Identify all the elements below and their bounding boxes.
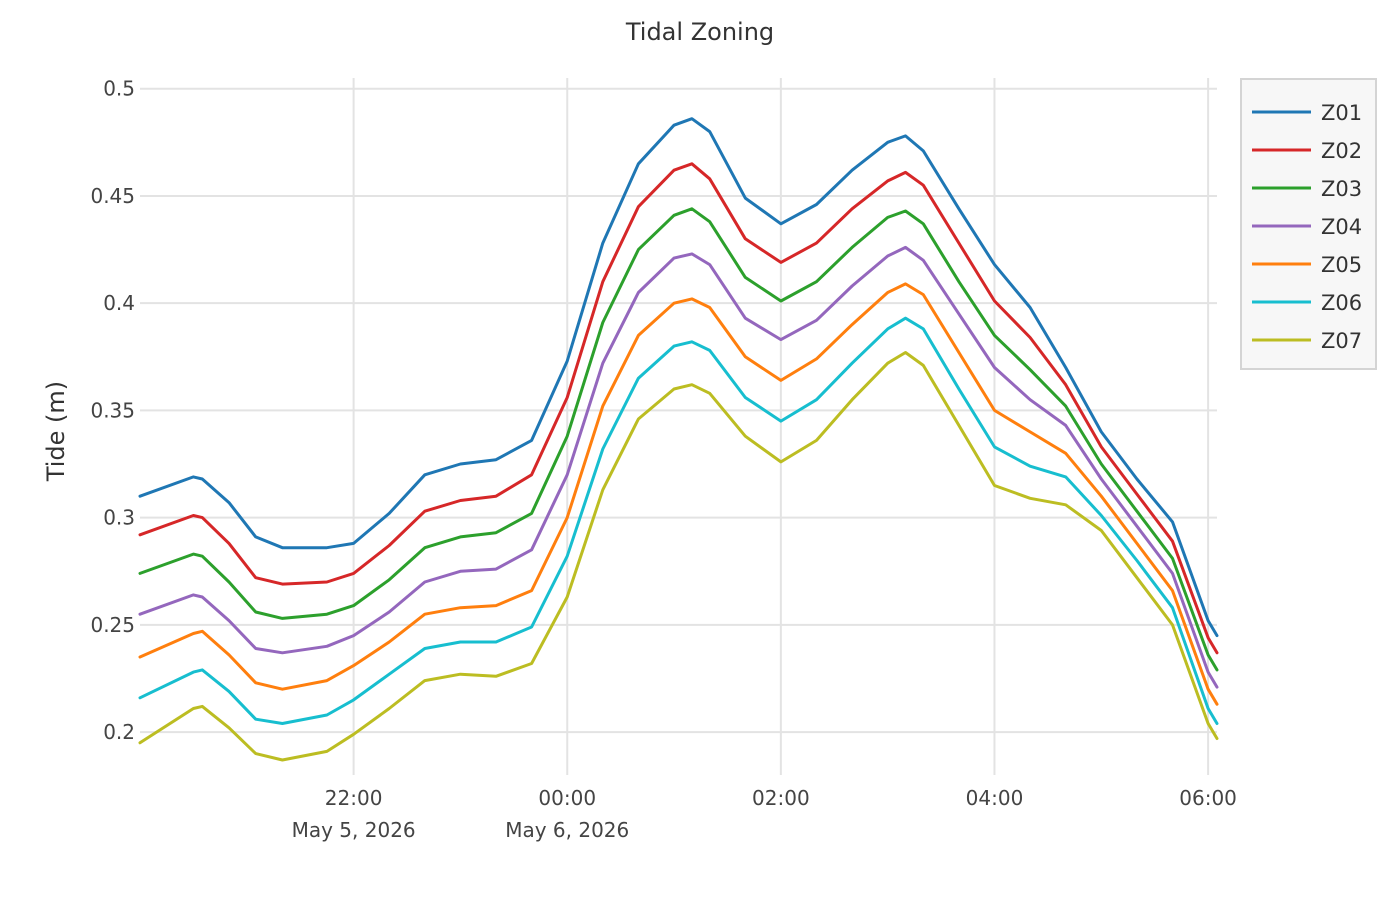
x-tick-label: 22:00 — [325, 786, 383, 810]
x-tick-label: 06:00 — [1179, 786, 1237, 810]
x-tick-label: 02:00 — [752, 786, 810, 810]
series-line-z07[interactable] — [138, 351, 1219, 762]
legend-box — [1240, 78, 1377, 370]
series-line-z06[interactable] — [138, 316, 1219, 725]
legend-label-z07[interactable]: Z07 — [1321, 329, 1362, 353]
series-line-z05[interactable] — [138, 282, 1219, 706]
series-line-z01[interactable] — [138, 117, 1219, 638]
legend-label-z05[interactable]: Z05 — [1321, 253, 1362, 277]
y-tick-label: 0.2 — [103, 720, 135, 744]
legend-label-z02[interactable]: Z02 — [1321, 139, 1362, 163]
x-tick-date-label: May 6, 2026 — [505, 818, 629, 842]
chart-title: Tidal Zoning — [625, 18, 774, 46]
series-line-z02[interactable] — [138, 162, 1219, 655]
x-tick-label: 00:00 — [538, 786, 596, 810]
x-tick-date-label: May 5, 2026 — [292, 818, 416, 842]
y-tick-labels: 0.2 0.25 0.3 0.35 0.4 0.45 0.5 — [90, 77, 135, 744]
x-tick-label: 04:00 — [966, 786, 1024, 810]
y-tick-label: 0.3 — [103, 506, 135, 530]
y-tick-label: 0.35 — [90, 398, 135, 422]
legend-label-z01[interactable]: Z01 — [1321, 101, 1362, 125]
legend-label-z04[interactable]: Z04 — [1321, 215, 1362, 239]
y-tick-label: 0.45 — [90, 184, 135, 208]
legend-label-z06[interactable]: Z06 — [1321, 291, 1362, 315]
y-axis-title: Tide (m) — [42, 381, 70, 482]
series-line-z04[interactable] — [138, 245, 1219, 689]
y-tick-label: 0.5 — [103, 77, 135, 101]
legend-label-z03[interactable]: Z03 — [1321, 177, 1362, 201]
y-tick-label: 0.25 — [90, 613, 135, 637]
x-tick-labels: 22:00 May 5, 2026 00:00 May 6, 2026 02:00 04:… — [292, 786, 1237, 842]
series-line-z03[interactable] — [138, 207, 1219, 672]
grid-lines — [140, 78, 1217, 775]
y-tick-label: 0.4 — [103, 291, 135, 315]
series-lines — [138, 117, 1219, 762]
legend[interactable]: Z01 Z02 Z03 Z04 Z05 Z06 Z07 — [1240, 78, 1377, 370]
